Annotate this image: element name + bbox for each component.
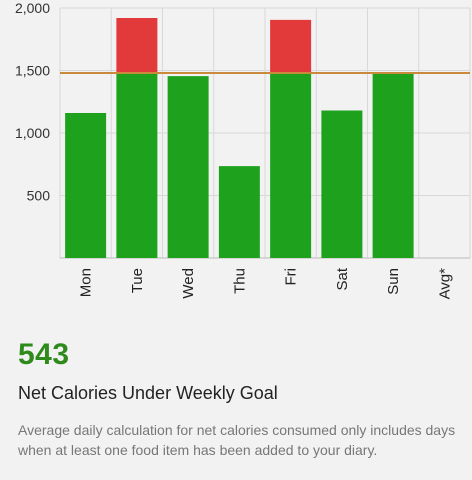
bar-tue — [116, 73, 158, 258]
x-tick-label: Sun — [385, 268, 402, 295]
y-axis-ticks: 500 1,000 1,500 2,000 — [15, 0, 50, 204]
bar-over-goal-fri — [270, 19, 312, 73]
x-tick-label: Thu — [231, 268, 248, 294]
y-tick-label: 1,000 — [15, 125, 50, 141]
calorie-bar-chart: 500 1,000 1,500 2,000 Mon Tue Wed Thu Fri Sat Sun… — [15, 0, 471, 299]
calories-under-goal-label: Net Calories Under Weekly Goal — [18, 383, 278, 403]
calories-under-goal-value: 543 — [18, 338, 70, 371]
bars — [65, 18, 414, 258]
x-tick-label: Wed — [180, 268, 197, 299]
x-tick-label: Mon — [78, 268, 95, 297]
x-tick-label: Fri — [283, 268, 300, 286]
summary-panel: 543 Net Calories Under Weekly Goal Avera… — [18, 338, 458, 460]
bar-sat — [321, 110, 363, 258]
x-tick-label: Tue — [129, 268, 146, 293]
bar-sun — [372, 73, 414, 258]
bar-thu — [218, 166, 260, 258]
bar-wed — [167, 76, 209, 258]
x-tick-label: Sat — [334, 267, 351, 290]
y-tick-label: 500 — [27, 188, 51, 204]
average-calculation-note: Average daily calculation for net calori… — [18, 422, 456, 458]
bar-fri — [270, 73, 312, 258]
bar-mon — [65, 113, 107, 258]
bar-over-goal-tue — [116, 18, 158, 73]
y-tick-label: 1,500 — [15, 63, 50, 79]
x-tick-label: Avg* — [436, 268, 453, 300]
y-tick-label: 2,000 — [15, 0, 50, 16]
x-axis-ticks: Mon Tue Wed Thu Fri Sat Sun Avg* — [78, 267, 454, 299]
